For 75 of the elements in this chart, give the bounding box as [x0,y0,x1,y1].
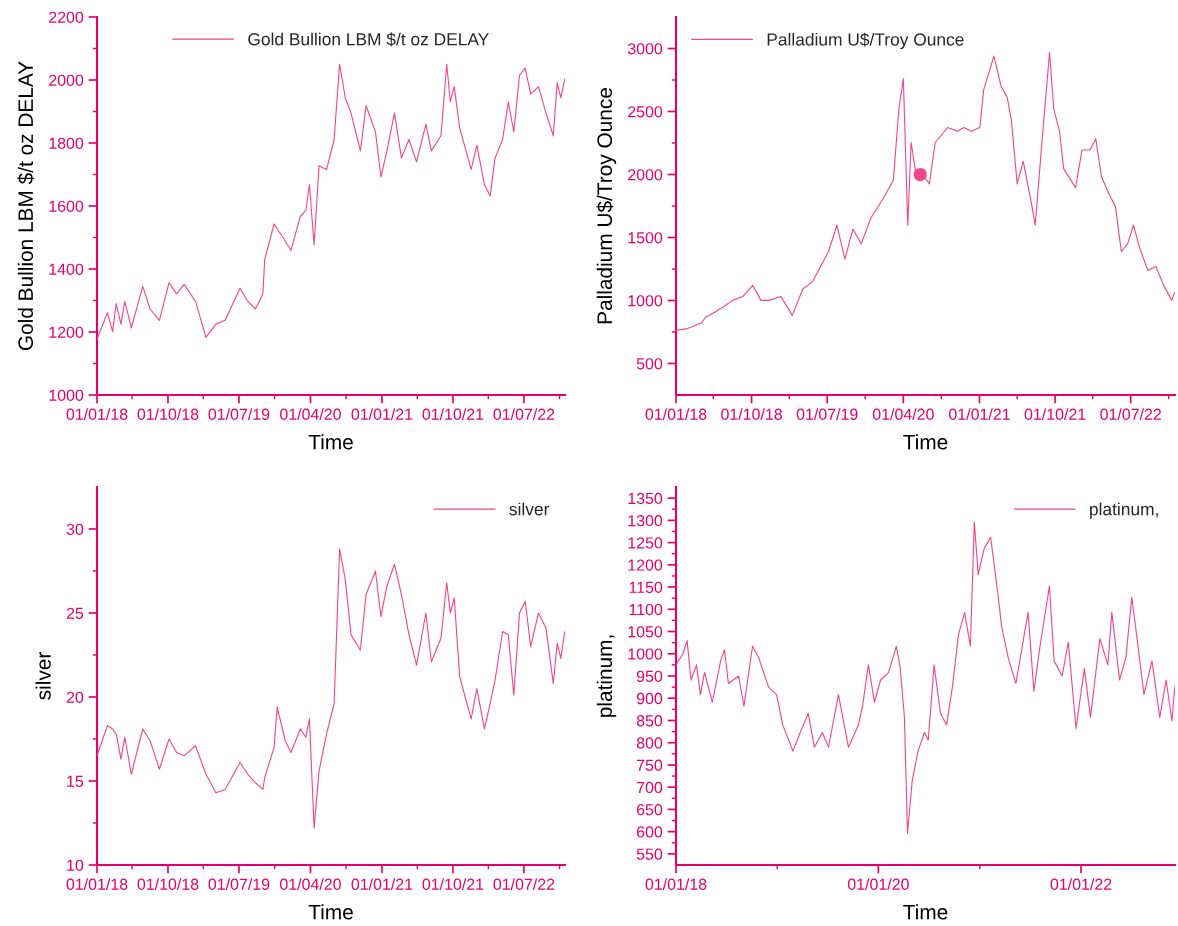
y-tick-label: 1200 [49,326,84,338]
line-series [97,548,565,829]
x-tick-label: 01/01/18 [645,408,707,420]
legend-label: Gold Bullion LBM $/t oz DELAY [248,32,489,47]
x-tick-label: 01/07/19 [208,408,270,420]
y-tick-label: 600 [636,826,663,838]
y-tick-label: 1600 [49,200,84,212]
line-series [676,521,1175,834]
y-axis-title: Palladium U$/Troy Ounce [596,88,617,324]
y-tick-label: 1000 [628,648,663,660]
y-tick-label: 850 [636,715,663,727]
y-tick-label: 20 [66,691,84,703]
y-tick-label: 900 [636,692,663,705]
y-tick-label: 700 [636,781,663,794]
y-tick-label: 10 [67,859,84,871]
x-tick-label: 01/01/18 [66,878,128,890]
x-tick-label: 01/07/19 [796,408,858,420]
y-tick-label: 25 [66,607,84,619]
line-series [97,63,565,340]
x-axis-title: Time [308,904,353,920]
x-tick-label: 01/04/20 [280,408,341,420]
x-tick-label: 01/01/21 [351,878,413,890]
y-axis-title: platinum, [596,635,617,717]
y-axis-title: Gold Bullion LBM $/t oz DELAY [17,61,35,351]
y-tick-label: 1250 [628,537,663,549]
x-tick-label: 01/07/19 [208,878,270,890]
legend-label: platinum, [1090,502,1158,519]
x-tick-label: 01/04/20 [872,408,934,420]
y-tick-label: 650 [636,804,663,816]
x-axis-title: Time [308,434,353,450]
x-tick-label: 01/01/20 [847,878,909,890]
x-tick-label: 01/10/21 [422,408,484,420]
x-tick-label: 01/01/18 [645,878,707,890]
y-tick-label: 15 [67,775,84,787]
x-tick-label: 01/10/21 [422,878,484,890]
y-tick-label: 1000 [49,389,84,401]
y-tick-label: 1350 [628,492,663,505]
x-tick-label: 01/04/20 [280,878,341,890]
x-tick-label: 01/01/21 [351,408,413,420]
y-tick-label: 1050 [628,626,663,638]
x-axis-title: Time [903,904,948,920]
y-tick-label: 1800 [49,137,84,149]
y-axis-title: silver [35,652,51,700]
y-tick-label: 3000 [627,43,663,55]
y-tick-label: 950 [636,670,663,682]
x-tick-label: 01/01/21 [949,408,1010,420]
y-tick-label: 1200 [628,559,663,571]
x-tick-label: 01/10/18 [137,408,199,420]
x-tick-label: 01/10/21 [1024,408,1086,420]
x-tick-label: 01/01/22 [1050,878,1112,890]
legend-label: Palladium U$/Troy Ounce [767,32,964,50]
x-tick-label: 01/01/18 [66,408,128,420]
y-tick-label: 1150 [629,581,663,593]
y-tick-label: 1000 [628,295,663,307]
y-tick-label: 2000 [49,74,84,86]
y-tick-label: 750 [636,759,663,771]
y-tick-label: 1500 [628,232,663,244]
x-tick-label: 01/07/22 [1100,408,1161,420]
x-tick-label: 01/10/18 [137,878,199,890]
y-tick-label: 2200 [49,11,84,23]
y-tick-label: 30 [66,523,84,535]
x-axis-title: Time [903,434,948,450]
y-tick-label: 1400 [49,263,84,275]
y-tick-label: 2500 [628,106,663,118]
legend-label: silver [509,502,550,516]
x-tick-label: 01/10/18 [721,408,782,420]
y-tick-label: 500 [636,358,663,370]
x-tick-label: 01/07/22 [493,878,555,890]
y-tick-label: 2000 [628,169,663,181]
y-tick-label: 1300 [628,514,663,527]
line-series [676,51,1175,331]
y-tick-label: 550 [636,848,663,860]
x-tick-label: 01/07/22 [493,408,555,420]
y-tick-label: 1100 [629,603,663,616]
y-tick-label: 800 [636,737,663,749]
